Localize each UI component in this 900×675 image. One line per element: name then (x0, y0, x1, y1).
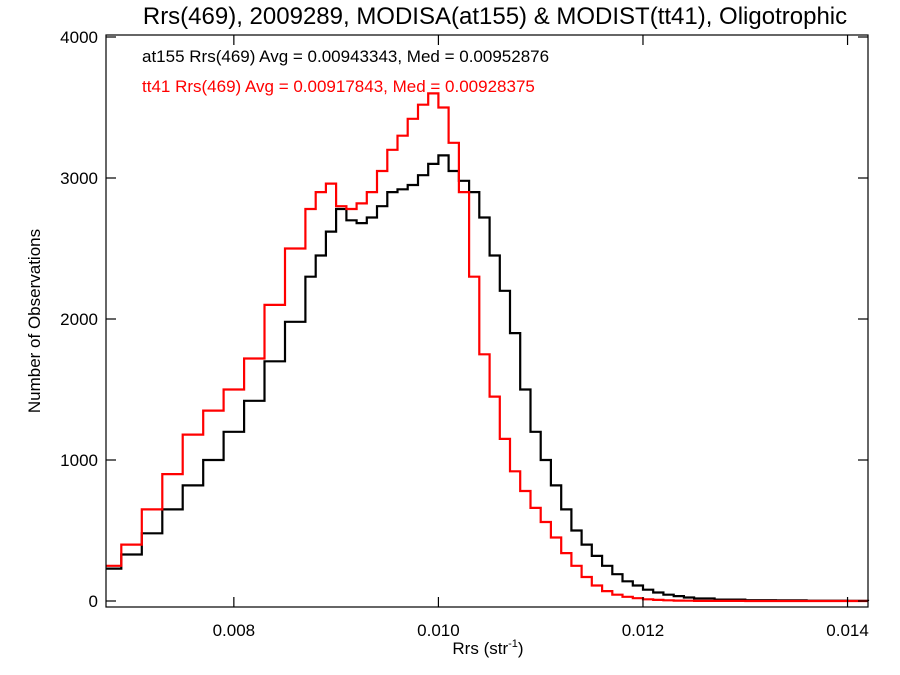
x-axis-label: Rrs (str-1) (452, 638, 523, 658)
x-axis-label-text: Rrs (str (452, 639, 508, 658)
plot-frame (105, 34, 869, 608)
y-axis-label: Number of Observations (25, 229, 44, 413)
x-axis-label-superscript: -1 (508, 638, 518, 650)
series-line-0 (106, 154, 870, 602)
axis-layer: 0.008 0.010 0.012 0.014 0 1000 2000 3000 4000 (60, 28, 869, 640)
legend-annotation-at155: at155 Rrs(469) Avg = 0.00943343, Med = 0… (142, 47, 549, 66)
y-tick-label: 4000 (60, 28, 98, 47)
x-tick-label: 0.010 (417, 621, 460, 640)
series-layer (106, 92, 870, 603)
legend-annotation-tt41: tt41 Rrs(469) Avg = 0.00917843, Med = 0.… (142, 77, 535, 96)
x-axis-label-close: ) (518, 639, 524, 658)
x-tick-label: 0.014 (826, 621, 869, 640)
y-tick-label: 3000 (60, 169, 98, 188)
y-tick-label: 1000 (60, 451, 98, 470)
y-tick-label: 0 (89, 592, 98, 611)
x-tick-label: 0.012 (622, 621, 665, 640)
series-line-1 (106, 92, 868, 603)
y-tick-label: 2000 (60, 310, 98, 329)
x-tick-label: 0.008 (213, 621, 256, 640)
chart-title: Rrs(469), 2009289, MODISA(at155) & MODIS… (143, 3, 847, 30)
